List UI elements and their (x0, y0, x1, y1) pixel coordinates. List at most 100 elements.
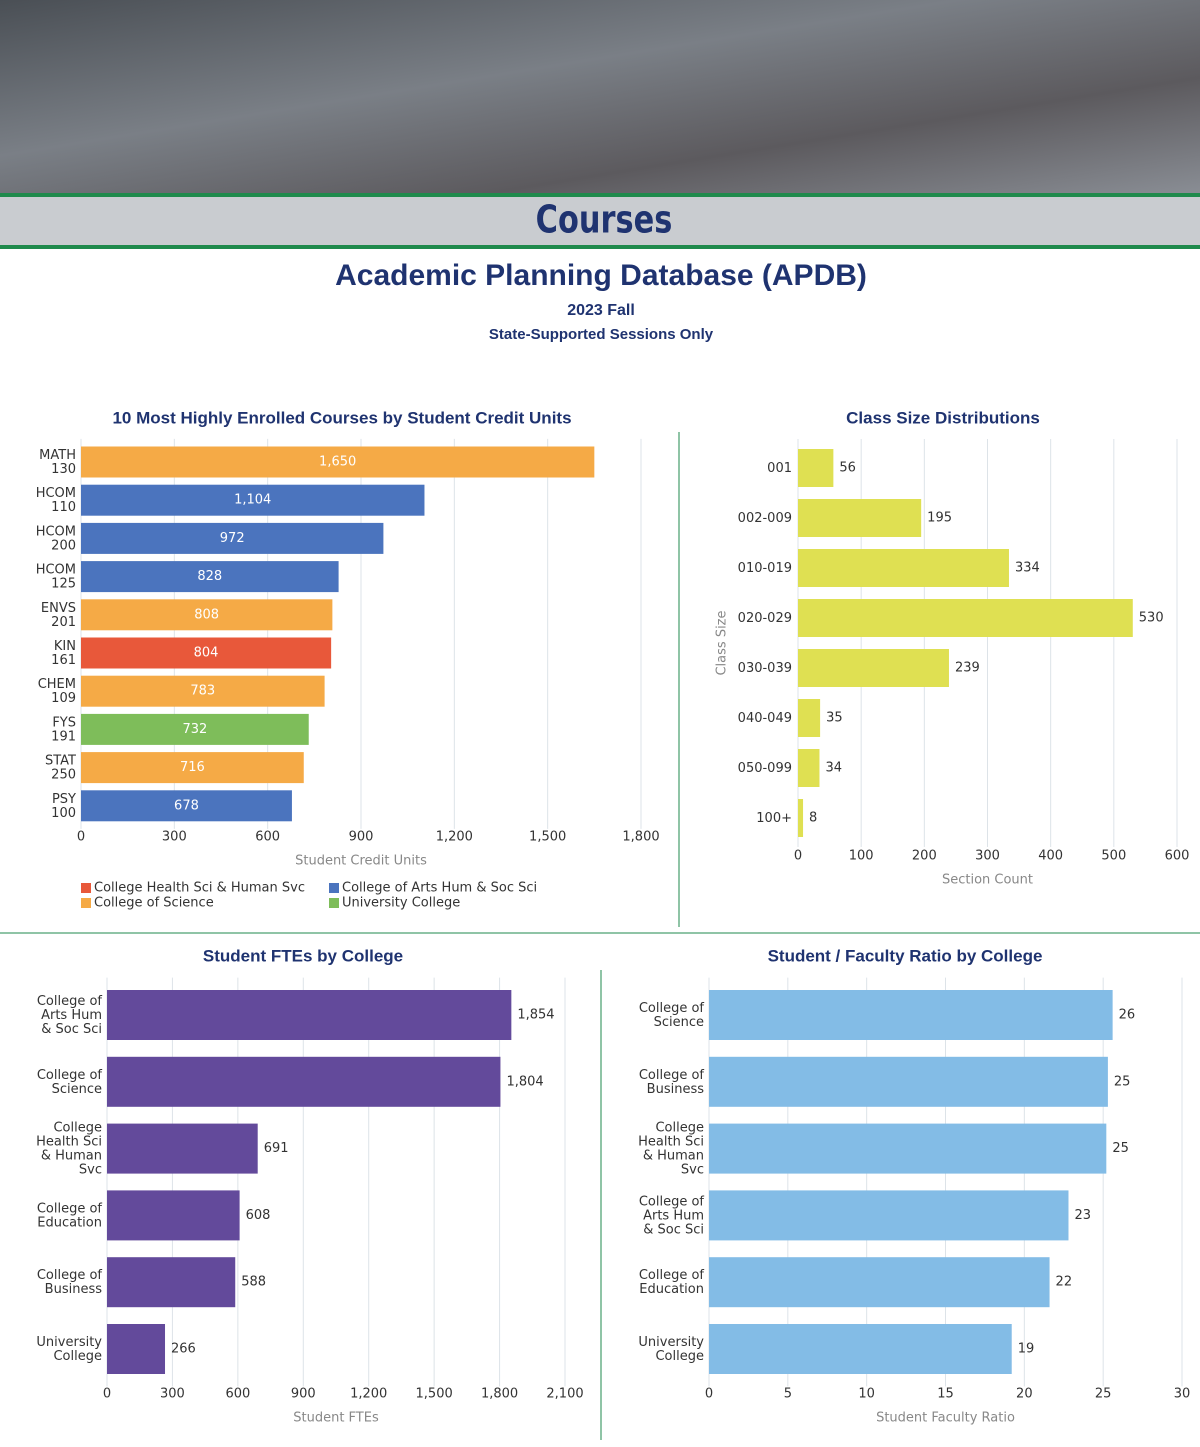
chart-title: Class Size Distributions (846, 408, 1040, 427)
x-tick-label: 400 (1038, 849, 1063, 864)
x-tick-label: 900 (349, 830, 374, 845)
banner-title: Courses (536, 198, 673, 242)
x-tick-label: 1,500 (416, 1387, 453, 1402)
x-tick-label: 10 (858, 1387, 875, 1402)
y-tick-label: 001 (767, 461, 792, 476)
bar (107, 1257, 236, 1308)
value-label: 691 (264, 1141, 289, 1156)
banner-rule (0, 245, 1200, 249)
value-label: 34 (825, 761, 842, 776)
x-tick-label: 0 (794, 849, 802, 864)
bar (107, 990, 512, 1040)
y-tick-label: College of Science (639, 1001, 705, 1030)
value-label: 35 (826, 711, 843, 726)
x-tick-label: 900 (291, 1387, 316, 1402)
legend-entry: College of Arts Hum & Soc Sci (342, 881, 537, 896)
value-label: 25 (1112, 1141, 1129, 1156)
bar (81, 790, 292, 822)
page-subtitle: 2023 Fall (567, 302, 635, 319)
value-label: 22 (1056, 1275, 1073, 1290)
y-tick-label: University College (36, 1335, 102, 1364)
y-tick-label: College of Science (37, 1067, 103, 1096)
bar (107, 1123, 258, 1174)
value-label: 808 (194, 607, 219, 622)
value-label: 56 (839, 461, 856, 476)
y-tick-label: 050-099 (738, 761, 792, 776)
value-label: 530 (1139, 611, 1164, 626)
banner-band (0, 195, 1200, 247)
legend-swatch (81, 898, 91, 908)
y-tick-label: PSY 100 (51, 791, 76, 820)
bar (81, 522, 384, 554)
legend-swatch (329, 883, 339, 893)
x-tick-label: 0 (103, 1387, 111, 1402)
bar (709, 1123, 1107, 1174)
value-label: 1,854 (517, 1008, 554, 1023)
bar (709, 1190, 1069, 1241)
y-axis-label: Class Size (715, 610, 730, 675)
x-axis-label: Student FTEs (293, 1411, 379, 1426)
chart-title: Student / Faculty Ratio by College (768, 946, 1043, 965)
value-label: 678 (174, 798, 199, 813)
value-label: 783 (190, 684, 215, 699)
bar (798, 499, 922, 537)
value-label: 732 (182, 722, 207, 737)
value-label: 195 (927, 511, 952, 526)
bar (81, 599, 333, 631)
value-label: 8 (809, 811, 817, 826)
bar (709, 990, 1113, 1040)
bar (107, 1056, 501, 1107)
value-label: 608 (246, 1208, 271, 1223)
legend-entry: University College (342, 896, 460, 911)
bar (81, 561, 339, 593)
x-tick-label: 1,200 (350, 1387, 387, 1402)
y-tick-label: ENVS 201 (41, 600, 76, 629)
bar (709, 1056, 1108, 1107)
x-axis-label: Student Credit Units (295, 854, 427, 869)
y-tick-label: College of Arts Hum & Soc Sci (37, 994, 103, 1037)
y-tick-label: College Health Sci & Human Svc (638, 1120, 704, 1177)
y-tick-label: HCOM 200 (36, 524, 76, 553)
page-note: State-Supported Sessions Only (489, 326, 714, 343)
y-tick-label: HCOM 110 (36, 486, 76, 515)
chart-title: Student FTEs by College (203, 946, 403, 965)
x-tick-label: 25 (1095, 1387, 1112, 1402)
x-tick-label: 200 (912, 849, 937, 864)
value-label: 588 (241, 1275, 266, 1290)
value-label: 26 (1119, 1008, 1136, 1023)
bar (709, 1257, 1050, 1308)
bar (798, 799, 804, 837)
legend-entry: College Health Sci & Human Svc (94, 881, 305, 896)
x-tick-label: 600 (225, 1387, 250, 1402)
y-tick-label: College Health Sci & Human Svc (36, 1120, 102, 1177)
y-tick-label: College of Business (37, 1268, 103, 1297)
x-tick-label: 20 (1016, 1387, 1033, 1402)
y-tick-label: KIN 161 (51, 639, 76, 668)
bar (81, 713, 309, 745)
bar (798, 599, 1133, 637)
x-tick-label: 0 (77, 830, 85, 845)
legend-swatch (329, 898, 339, 908)
y-tick-label: 020-029 (738, 611, 792, 626)
bar (709, 1324, 1012, 1374)
x-axis-label: Student Faculty Ratio (876, 1411, 1015, 1426)
value-label: 19 (1018, 1342, 1035, 1357)
x-tick-label: 600 (1165, 849, 1190, 864)
value-label: 804 (194, 646, 219, 661)
x-tick-label: 2,100 (546, 1387, 583, 1402)
x-tick-label: 1,800 (481, 1387, 518, 1402)
value-label: 716 (180, 760, 205, 775)
bar (81, 675, 325, 707)
y-tick-label: CHEM 109 (38, 677, 76, 706)
x-axis-label: Section Count (942, 873, 1033, 888)
value-label: 266 (171, 1342, 196, 1357)
x-tick-label: 1,200 (436, 830, 473, 845)
bar (107, 1324, 166, 1374)
y-tick-label: 002-009 (738, 511, 792, 526)
bar (798, 549, 1009, 587)
bar (798, 449, 834, 487)
value-label: 1,104 (234, 493, 271, 508)
value-label: 828 (197, 569, 222, 584)
